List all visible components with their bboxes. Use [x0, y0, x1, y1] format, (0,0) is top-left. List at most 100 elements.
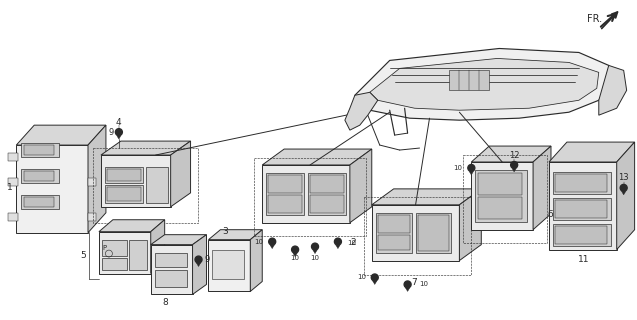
Polygon shape: [406, 288, 410, 292]
Text: 10: 10: [420, 282, 429, 287]
Polygon shape: [196, 263, 201, 267]
Polygon shape: [372, 189, 482, 205]
Polygon shape: [208, 230, 262, 240]
Bar: [102, 240, 127, 256]
Bar: [310, 175, 344, 193]
Bar: [8, 178, 18, 186]
Bar: [88, 213, 96, 221]
Bar: [418, 215, 450, 251]
Bar: [308, 173, 346, 215]
Polygon shape: [88, 125, 106, 233]
Polygon shape: [192, 235, 206, 294]
Polygon shape: [622, 191, 626, 195]
Polygon shape: [151, 244, 192, 294]
Polygon shape: [512, 168, 516, 172]
Bar: [24, 171, 54, 181]
Circle shape: [292, 246, 299, 253]
Bar: [24, 197, 54, 207]
Text: 9: 9: [108, 128, 113, 137]
Circle shape: [404, 281, 411, 288]
Text: 6: 6: [547, 210, 553, 219]
Bar: [24, 145, 54, 155]
Text: 11: 11: [578, 255, 590, 264]
Polygon shape: [373, 281, 377, 284]
Bar: [21, 143, 59, 157]
Circle shape: [269, 238, 276, 245]
Text: 1: 1: [6, 183, 12, 192]
Bar: [88, 178, 96, 186]
Polygon shape: [313, 250, 317, 253]
Circle shape: [334, 238, 341, 245]
Bar: [378, 215, 410, 233]
Polygon shape: [262, 149, 372, 165]
Polygon shape: [549, 142, 634, 162]
Bar: [475, 170, 527, 222]
Bar: [376, 213, 412, 252]
Polygon shape: [101, 155, 171, 207]
Text: P: P: [103, 244, 107, 251]
Circle shape: [115, 129, 122, 136]
Bar: [553, 224, 611, 246]
Text: 13: 13: [619, 173, 629, 182]
Bar: [146, 167, 168, 203]
Bar: [378, 235, 410, 250]
Polygon shape: [469, 172, 473, 175]
Polygon shape: [599, 65, 627, 115]
Polygon shape: [372, 205, 459, 260]
Bar: [463, 155, 547, 243]
Bar: [478, 197, 522, 219]
Bar: [107, 187, 141, 201]
Circle shape: [468, 164, 475, 172]
Text: 9: 9: [205, 255, 210, 264]
Bar: [155, 252, 187, 267]
Bar: [364, 197, 471, 275]
Bar: [254, 158, 366, 236]
Polygon shape: [355, 49, 613, 120]
Bar: [553, 172, 611, 194]
Circle shape: [511, 162, 518, 168]
Polygon shape: [250, 230, 262, 292]
Polygon shape: [350, 149, 372, 223]
Polygon shape: [99, 220, 165, 232]
Bar: [155, 269, 187, 287]
Polygon shape: [471, 146, 551, 162]
Bar: [478, 173, 522, 195]
Polygon shape: [471, 162, 533, 230]
Text: 3: 3: [222, 227, 228, 236]
Bar: [268, 195, 302, 213]
Bar: [310, 195, 344, 213]
Text: 10: 10: [357, 275, 366, 281]
Polygon shape: [336, 245, 340, 249]
Bar: [93, 148, 197, 223]
Polygon shape: [99, 232, 151, 274]
Text: 10: 10: [347, 240, 356, 246]
Polygon shape: [293, 253, 297, 257]
Polygon shape: [117, 136, 121, 139]
Text: 10: 10: [290, 255, 299, 260]
Bar: [553, 198, 611, 220]
Text: 4: 4: [116, 118, 122, 127]
Text: 5: 5: [80, 251, 86, 260]
Polygon shape: [345, 92, 378, 130]
Text: FR.: FR.: [587, 14, 602, 24]
Polygon shape: [369, 59, 599, 110]
Polygon shape: [17, 145, 88, 233]
Bar: [8, 213, 18, 221]
Circle shape: [311, 243, 318, 250]
Bar: [107, 169, 141, 181]
Polygon shape: [17, 125, 106, 145]
Text: 2: 2: [350, 238, 355, 247]
Polygon shape: [101, 141, 190, 155]
Bar: [129, 240, 147, 269]
Polygon shape: [549, 162, 617, 250]
Circle shape: [195, 256, 202, 263]
Bar: [415, 213, 452, 252]
Bar: [102, 258, 127, 269]
Bar: [21, 169, 59, 183]
Polygon shape: [208, 240, 250, 292]
Bar: [555, 174, 607, 192]
Bar: [105, 185, 143, 203]
Bar: [266, 173, 304, 215]
Text: 7: 7: [412, 278, 417, 287]
Polygon shape: [151, 235, 206, 244]
